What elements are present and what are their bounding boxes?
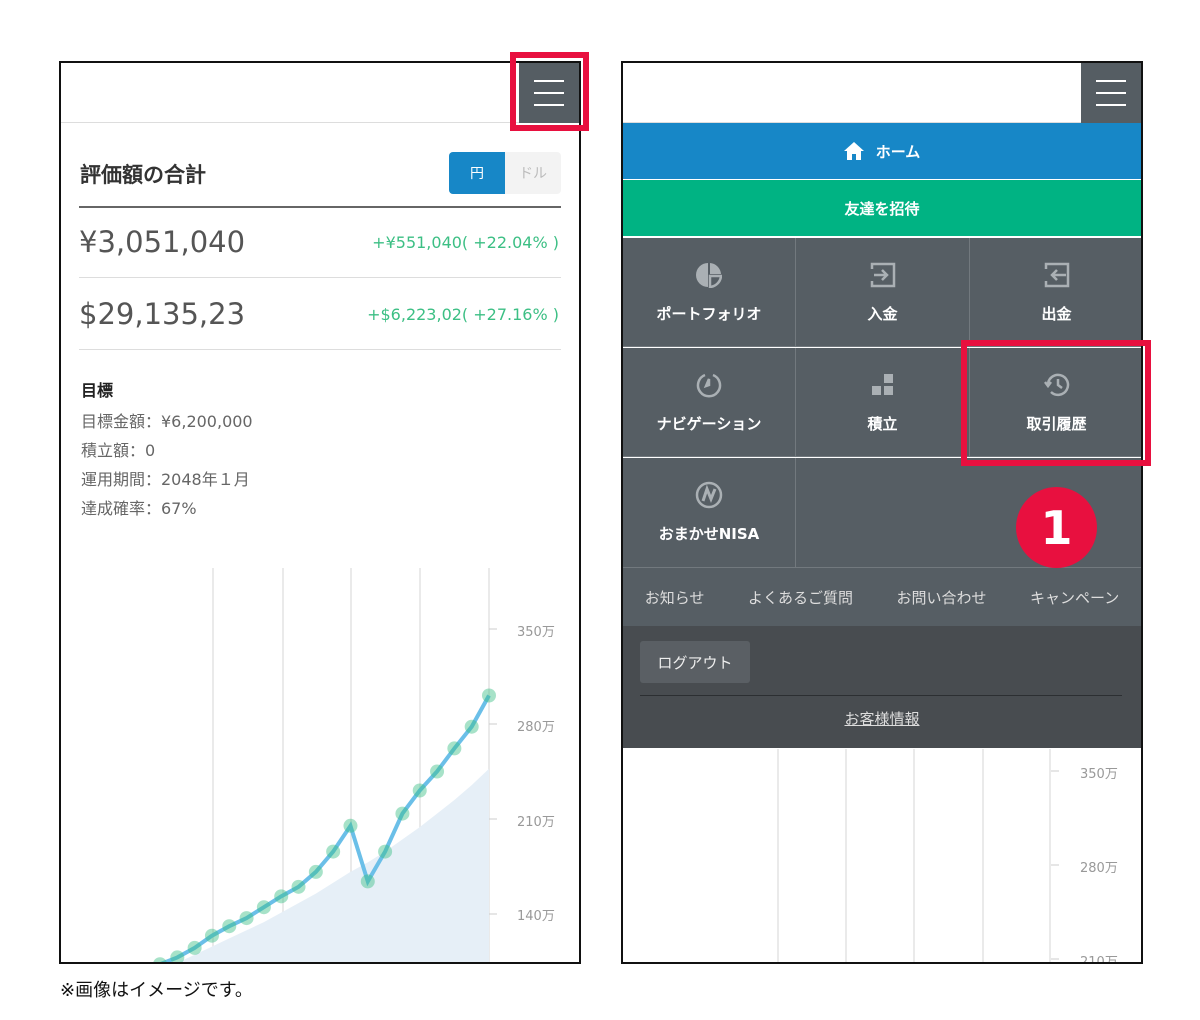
dollar-toggle[interactable]: ドル xyxy=(519,166,547,182)
link-campaign[interactable]: キャンペーン xyxy=(1029,588,1120,607)
goal-installment: 積立額：0 xyxy=(81,441,156,460)
caption: ※画像はイメージです。 xyxy=(60,980,253,1001)
invested-area xyxy=(160,768,489,962)
menu-deposit[interactable]: 入金 xyxy=(796,238,970,347)
step-badge: 1 xyxy=(1016,487,1097,568)
history-icon xyxy=(1043,371,1071,399)
hamburger-menu-button[interactable] xyxy=(519,63,579,123)
data-point xyxy=(308,864,323,879)
withdraw-icon xyxy=(1043,261,1071,289)
data-point xyxy=(187,940,202,955)
footer-links: お知らせ よくあるご質問 お問い合わせ キャンペーン xyxy=(623,568,1141,626)
menu-label: ポートフォリオ xyxy=(656,304,762,323)
divider xyxy=(79,349,561,350)
y-tick-label: 210万 xyxy=(1080,955,1118,964)
page-title: 評価額の合計 xyxy=(80,163,206,187)
account-section: ログアウト お客様情報 xyxy=(623,626,1141,748)
data-point xyxy=(360,874,375,889)
app-header xyxy=(623,63,1141,123)
deposit-icon xyxy=(869,261,897,289)
data-point xyxy=(412,783,427,798)
yen-total: ¥3,051,040 xyxy=(79,225,246,259)
highlight-hamburger xyxy=(510,52,589,131)
yen-change: +¥551,040( +22.04% ) xyxy=(372,233,559,252)
data-point xyxy=(464,719,479,734)
y-tick-label: 350万 xyxy=(517,625,555,640)
menu-nisa[interactable]: おまかせNISA xyxy=(623,458,796,568)
pie-chart-icon xyxy=(695,261,723,289)
menu-invite-label: 友達を招待 xyxy=(844,199,920,218)
data-point xyxy=(430,764,445,779)
home-icon xyxy=(843,142,864,160)
goal-period: 運用期間：2048年１月 xyxy=(81,470,250,489)
data-point xyxy=(239,911,254,926)
data-point xyxy=(378,844,393,859)
y-tick-label: 210万 xyxy=(517,815,555,830)
data-point xyxy=(291,879,306,894)
hamburger-menu-button[interactable] xyxy=(1081,63,1141,123)
data-point xyxy=(274,889,289,904)
menu-navigation[interactable]: ナビゲーション xyxy=(623,348,796,457)
divider xyxy=(79,277,561,278)
data-point xyxy=(222,919,237,934)
data-point xyxy=(343,818,358,833)
menu-savings[interactable]: 積立 xyxy=(796,348,970,457)
menu-label: ナビゲーション xyxy=(656,414,762,433)
menu-withdraw[interactable]: 出金 xyxy=(970,238,1141,347)
currency-toggle[interactable]: 円 ドル xyxy=(449,152,561,194)
data-point xyxy=(395,806,410,821)
data-point xyxy=(447,741,462,756)
y-tick-label: 140万 xyxy=(517,909,555,924)
menu-portfolio[interactable]: ポートフォリオ xyxy=(623,238,796,347)
menu-label: おまかせNISA xyxy=(658,525,760,543)
divider xyxy=(640,695,1122,696)
menu-home[interactable]: ホーム xyxy=(623,123,1141,179)
y-tick-label: 280万 xyxy=(1080,861,1118,876)
data-point xyxy=(170,950,185,962)
link-contact[interactable]: お問い合わせ xyxy=(896,588,987,607)
goal-heading: 目標 xyxy=(81,381,114,400)
yen-toggle[interactable]: 円 xyxy=(449,152,505,194)
menu-label: 取引履歴 xyxy=(1026,414,1087,433)
link-faq[interactable]: よくあるご質問 xyxy=(747,588,853,607)
data-point xyxy=(153,957,167,962)
background-chart xyxy=(777,749,1059,962)
data-point xyxy=(326,844,341,859)
divider xyxy=(79,206,561,208)
usd-total: $29,135,23 xyxy=(79,297,246,331)
menu-home-label: ホーム xyxy=(875,142,921,161)
menu-transaction-history[interactable]: 取引履歴 xyxy=(970,348,1141,457)
navigation-icon xyxy=(695,371,723,399)
y-tick-label: 350万 xyxy=(1080,767,1118,782)
menu-label: 入金 xyxy=(867,304,898,323)
performance-chart xyxy=(153,568,497,962)
nisa-icon xyxy=(695,481,723,509)
menu-label: 出金 xyxy=(1041,304,1072,323)
blocks-icon xyxy=(869,371,897,399)
data-point xyxy=(256,900,271,915)
usd-change: +$6,223,02( +27.16% ) xyxy=(367,305,559,324)
goal-amount: 目標金額：¥6,200,000 xyxy=(81,412,253,431)
menu-label: 積立 xyxy=(867,414,898,433)
data-point xyxy=(482,688,496,703)
logout-button[interactable]: ログアウト xyxy=(640,641,750,683)
goal-probability: 達成確率：67% xyxy=(81,499,197,518)
link-news[interactable]: お知らせ xyxy=(644,588,705,607)
valuation-line xyxy=(160,694,491,962)
app-header xyxy=(61,63,579,123)
y-tick-label: 280万 xyxy=(517,720,555,735)
menu-invite[interactable]: 友達を招待 xyxy=(623,180,1141,236)
left-phone-screen: 評価額の合計 円 ドル ¥3,051,040 +¥551,040( +22.04… xyxy=(59,61,581,964)
data-point xyxy=(204,928,219,943)
customer-info-link[interactable]: お客様情報 xyxy=(844,710,920,728)
highlight-transaction-history xyxy=(961,340,1151,466)
